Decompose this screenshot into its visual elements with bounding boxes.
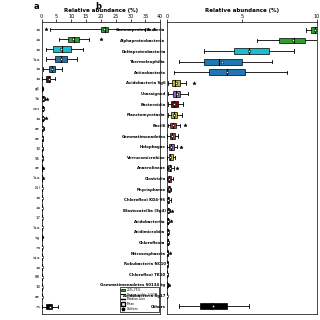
Bar — [171, 112, 177, 118]
Bar — [279, 37, 305, 44]
Bar — [167, 239, 168, 245]
Bar — [168, 208, 169, 213]
Bar — [170, 123, 176, 128]
Bar — [42, 126, 43, 131]
Text: b: b — [95, 2, 101, 11]
Bar — [172, 101, 178, 107]
Bar — [167, 218, 168, 224]
Bar — [167, 261, 168, 267]
Legend: 25%-75%, Range within 1.5IQR, Median Line, Mean, Outliers: 25%-75%, Range within 1.5IQR, Median Lin… — [120, 287, 159, 312]
Bar — [209, 69, 245, 75]
Bar — [170, 133, 175, 139]
X-axis label: Relative abundance (%): Relative abundance (%) — [205, 8, 279, 13]
Bar — [42, 86, 43, 92]
Bar — [167, 250, 168, 256]
Bar — [168, 176, 171, 181]
Bar — [101, 27, 108, 32]
Bar — [42, 106, 43, 111]
Bar — [168, 197, 170, 203]
Bar — [167, 229, 168, 235]
Bar — [55, 56, 67, 62]
Bar — [204, 59, 242, 65]
Bar — [234, 48, 269, 54]
Bar — [168, 186, 170, 192]
Bar — [311, 27, 317, 33]
Bar — [49, 66, 55, 72]
Bar — [43, 96, 44, 101]
Bar — [42, 116, 43, 121]
Text: a: a — [34, 2, 39, 11]
Bar — [46, 304, 52, 309]
Bar — [169, 144, 174, 150]
Bar — [173, 91, 180, 97]
Bar — [68, 36, 79, 42]
Bar — [53, 46, 71, 52]
Bar — [169, 155, 173, 160]
Bar — [42, 136, 43, 141]
X-axis label: Relative abundance (%): Relative abundance (%) — [64, 8, 138, 13]
Bar — [168, 165, 172, 171]
Bar — [46, 76, 51, 82]
Bar — [172, 80, 180, 86]
Bar — [200, 303, 227, 309]
